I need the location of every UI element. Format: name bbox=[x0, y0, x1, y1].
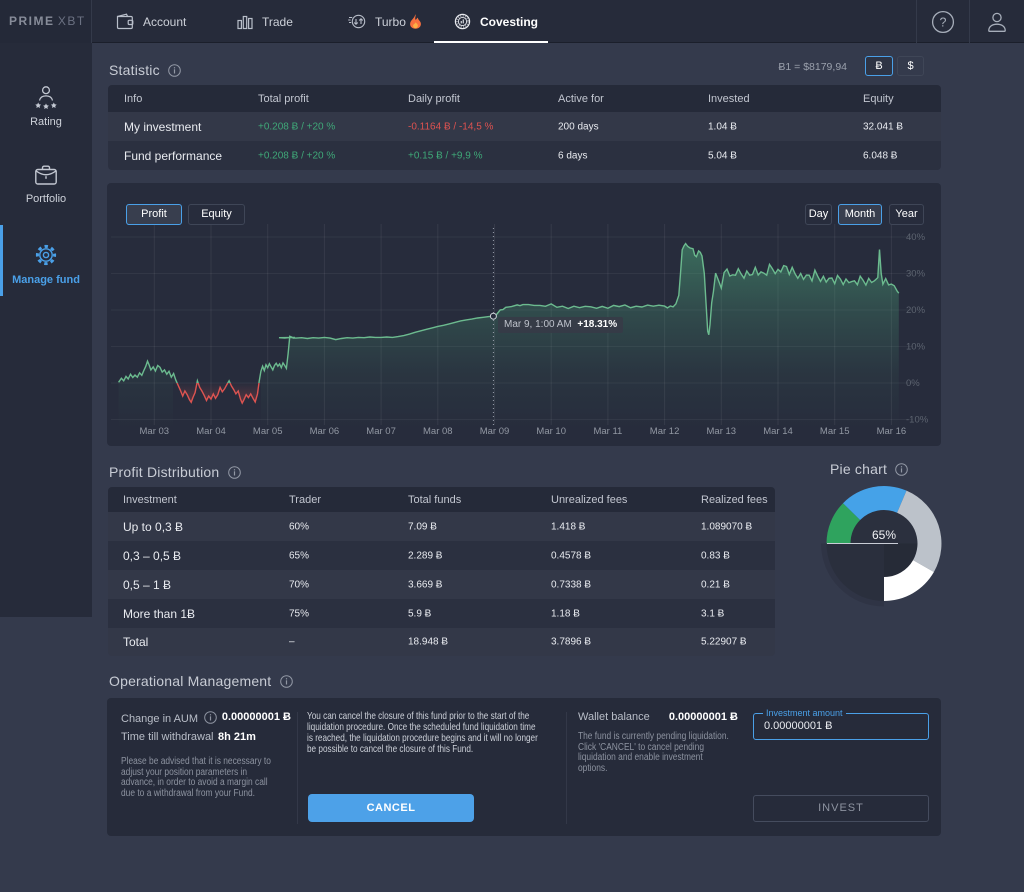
svg-text:30%: 30% bbox=[906, 269, 926, 280]
svg-text:Mar 08: Mar 08 bbox=[423, 426, 453, 437]
svg-text:10%: 10% bbox=[906, 342, 926, 353]
svg-text:Mar 10: Mar 10 bbox=[536, 426, 566, 437]
svg-text:Mar 09: Mar 09 bbox=[480, 426, 510, 437]
svg-text:Mar 03: Mar 03 bbox=[140, 426, 170, 437]
svg-text:Mar 15: Mar 15 bbox=[820, 426, 850, 437]
svg-text:0%: 0% bbox=[906, 378, 920, 389]
svg-text:-10%: -10% bbox=[906, 415, 929, 426]
svg-text:Mar 06: Mar 06 bbox=[310, 426, 340, 437]
svg-text:Mar 05: Mar 05 bbox=[253, 426, 283, 437]
svg-text:65%: 65% bbox=[872, 528, 896, 542]
svg-text:Mar 07: Mar 07 bbox=[366, 426, 396, 437]
svg-text:20%: 20% bbox=[906, 305, 926, 316]
svg-text:Mar 04: Mar 04 bbox=[196, 426, 226, 437]
svg-text:Mar 16: Mar 16 bbox=[877, 426, 907, 437]
svg-text:Mar 14: Mar 14 bbox=[763, 426, 793, 437]
svg-text:Mar 13: Mar 13 bbox=[707, 426, 737, 437]
svg-text:Mar 12: Mar 12 bbox=[650, 426, 680, 437]
svg-text:Mar 11: Mar 11 bbox=[593, 426, 622, 437]
svg-text:40%: 40% bbox=[906, 232, 926, 243]
svg-text:?: ? bbox=[940, 15, 947, 29]
